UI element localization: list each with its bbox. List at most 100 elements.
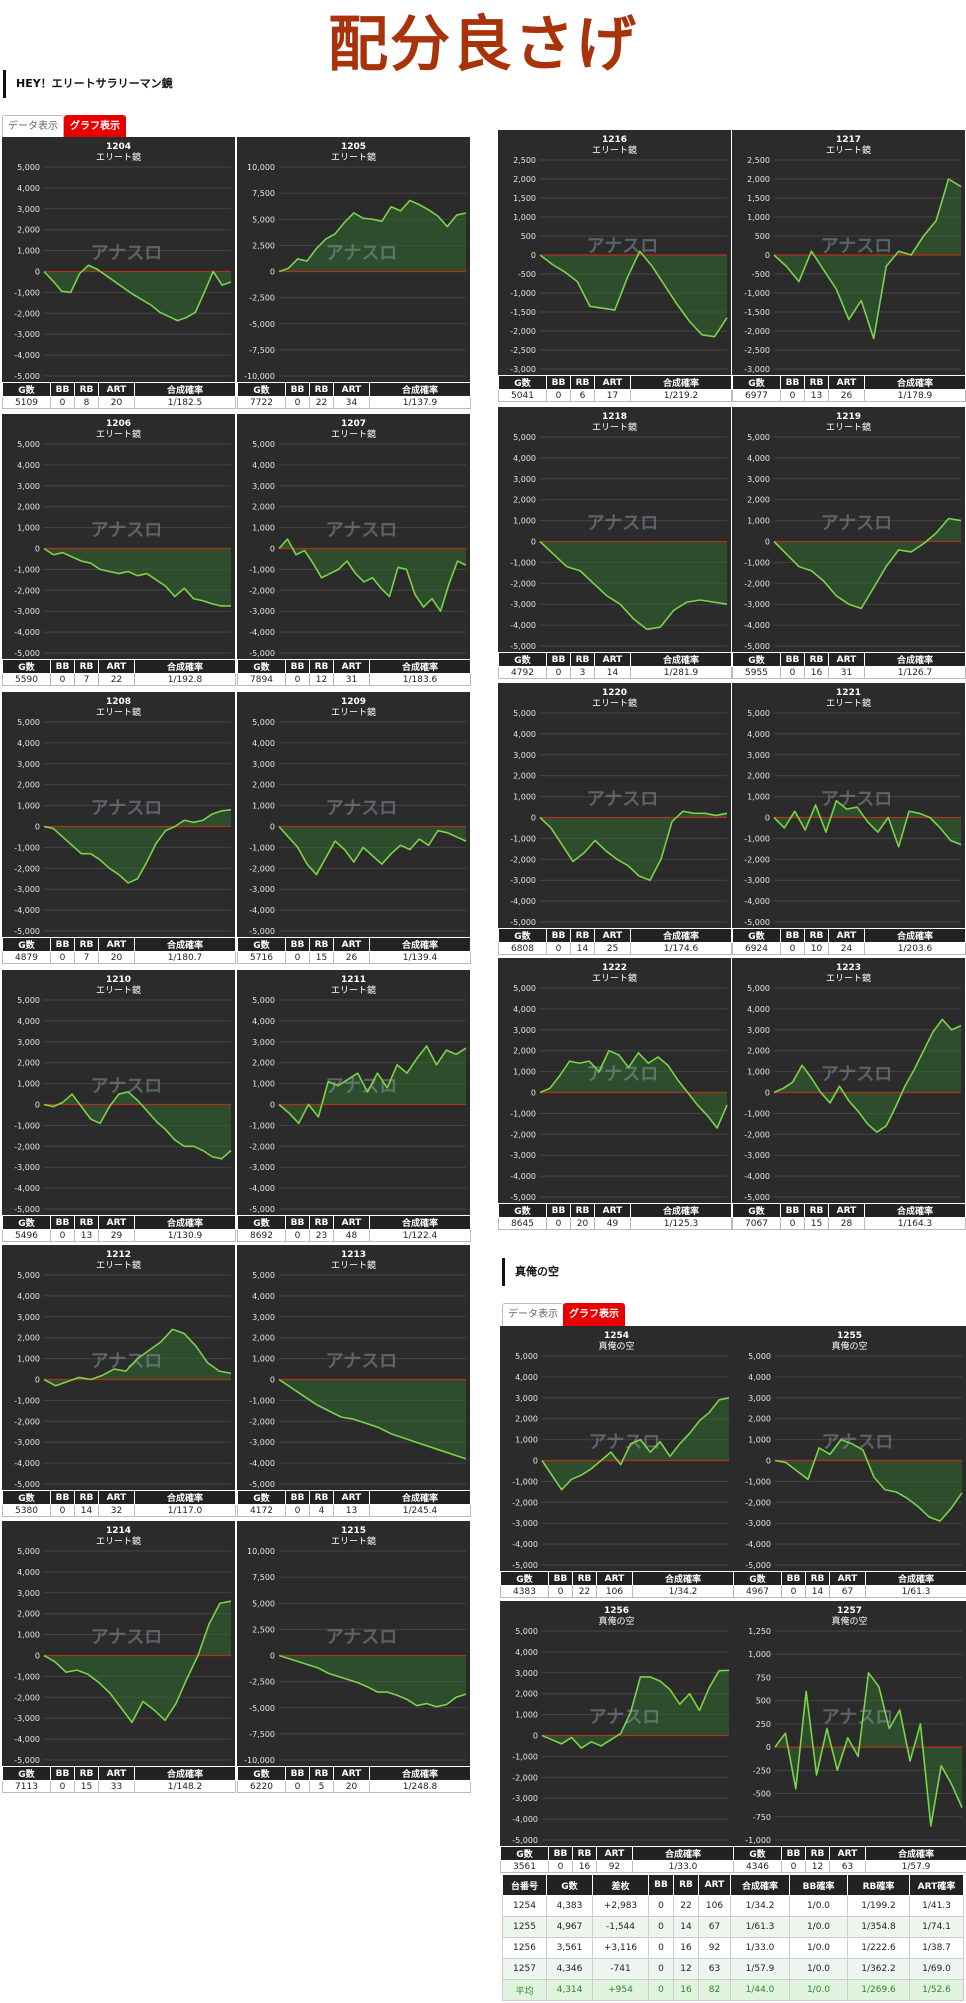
chart-title: 1208 — [106, 697, 131, 707]
y-tick-label: -3,000 — [14, 1714, 40, 1723]
tab-graph-view-elite[interactable]: グラフ表示 — [64, 115, 126, 139]
stats-value-row: 4879 0 7 20 1/180.7 — [2, 951, 236, 964]
y-tick-label: 1,000 — [17, 802, 40, 811]
chart-area: 1219 エリート鏡 5,000 4,000 3,000 2,000 1,000 0 -1,00… — [732, 407, 965, 652]
stats-header-cell: RB — [572, 1571, 597, 1586]
tab-graph-view-sora[interactable]: グラフ表示 — [563, 1303, 625, 1327]
y-tick-label: 3,000 — [515, 1669, 538, 1678]
stats-value-cell: 1/130.9 — [134, 1229, 236, 1242]
chart-area: 1254 真俺の空 5,000 4,000 3,000 2,000 1,000 0 -1,000… — [500, 1326, 733, 1571]
tab-data-view-elite[interactable]: データ表示 — [2, 115, 64, 139]
y-tick-label: -2,000 — [14, 309, 40, 318]
y-tick-label: -3,000 — [512, 1519, 538, 1528]
y-tick-label: 0 — [765, 1089, 770, 1098]
chart-subtitle: エリート鏡 — [331, 1259, 376, 1271]
stats-value-cell: 0 — [50, 1229, 75, 1242]
stats-value-cell: 6 — [570, 389, 595, 402]
stats-header-cell: ART — [594, 375, 631, 390]
y-tick-label: -1,000 — [249, 1396, 275, 1405]
stats-value-cell: 0 — [781, 1860, 806, 1873]
chart-subtitle: エリート鏡 — [331, 706, 376, 718]
y-tick-label: 4,000 — [17, 1568, 40, 1577]
chart-title: 1206 — [106, 419, 131, 429]
y-tick-label: -2,000 — [510, 579, 536, 588]
y-tick-label: -2,000 — [14, 864, 40, 873]
y-tick-label: 5,000 — [252, 718, 275, 727]
y-tick-label: 4,000 — [513, 1005, 536, 1014]
y-tick-label: 3,000 — [513, 475, 536, 484]
y-tick-label: -3,000 — [249, 1163, 275, 1172]
y-tick-label: 3,000 — [747, 1026, 770, 1035]
y-tick-label: -10,000 — [244, 372, 275, 381]
y-tick-label: 10,000 — [247, 163, 275, 172]
stats-header-cell: 合成確率 — [632, 1846, 734, 1861]
y-tick-label: -2,000 — [512, 1773, 538, 1782]
watermark-logo: アナスロ — [821, 789, 893, 810]
stats-value-cell: 31 — [828, 666, 865, 679]
stats-value-cell: 0 — [285, 673, 310, 686]
y-tick-label: 3,000 — [513, 1026, 536, 1035]
y-tick-label: -1,000 — [510, 558, 536, 567]
summary-cell: 4,346 — [546, 1958, 593, 1980]
y-tick-label: 2,000 — [747, 772, 770, 781]
y-tick-label: 0 — [35, 1652, 40, 1661]
y-tick-label: -1,000 — [512, 1752, 538, 1761]
y-tick-label: 3,000 — [252, 1038, 275, 1047]
y-tick-label: 2,500 — [252, 241, 275, 250]
stats-header-cell: ART — [594, 652, 631, 667]
series-area — [542, 1670, 729, 1749]
y-tick-label: 10,000 — [247, 1547, 275, 1556]
chart-subtitle: 真俺の空 — [831, 1340, 867, 1352]
stats-value-cell: 15 — [309, 951, 334, 964]
stats-header-row: G数 BB RB ART 合成確率 — [237, 937, 471, 952]
stats-header-cell: 合成確率 — [134, 382, 236, 397]
summary-cell: 12 — [673, 1958, 699, 1980]
stats-value-cell: 8 — [74, 396, 99, 409]
watermark-logo: アナスロ — [589, 1432, 661, 1453]
y-tick-label: -4,000 — [510, 1172, 536, 1181]
y-tick-label: 1,000 — [515, 1436, 538, 1445]
stats-value-cell: 0 — [780, 1217, 805, 1230]
y-tick-label: 1,000 — [513, 213, 536, 222]
y-tick-label: 0 — [270, 545, 275, 554]
y-tick-label: 4,000 — [747, 1005, 770, 1014]
y-tick-label: 3,000 — [17, 482, 40, 491]
stats-value-cell: 13 — [333, 1504, 370, 1517]
chart-panel-1205: 1205 エリート鏡 10,000 7,500 5,000 2,500 0 -2,500 -5,… — [237, 137, 471, 409]
y-tick-label: -1,000 — [744, 289, 770, 298]
stats-value-cell: 1/122.4 — [369, 1229, 471, 1242]
summary-cell: 1/0.0 — [789, 1916, 848, 1938]
stats-table: G数 BB RB ART 合成確率 4879 0 7 20 1/180.7 — [2, 937, 236, 964]
y-tick-label: -3,000 — [14, 330, 40, 339]
y-tick-label: -1,000 — [510, 1109, 536, 1118]
chart-area: 1217 エリート鏡 2,500 2,000 1,500 1,000 500 0 -500 -1,… — [732, 130, 965, 375]
chart-area: 1222 エリート鏡 5,000 4,000 3,000 2,000 1,000 0 -1,00… — [498, 958, 731, 1203]
stats-value-row: 5590 0 7 22 1/192.8 — [2, 673, 236, 686]
y-tick-label: 0 — [35, 268, 40, 277]
stats-value-cell: 0 — [546, 389, 571, 402]
stats-header-cell: G数 — [2, 1766, 51, 1781]
chart-area: 1256 真俺の空 5,000 4,000 3,000 2,000 1,000 0 -1,000… — [500, 1601, 733, 1846]
y-tick-label: -1,000 — [510, 834, 536, 843]
series-line — [43, 1600, 232, 1724]
y-tick-label: -2,500 — [249, 1678, 275, 1687]
y-tick-label: -1,000 — [14, 1121, 40, 1130]
watermark-logo: アナスロ — [821, 1064, 893, 1085]
summary-cell: 1/69.0 — [909, 1958, 964, 1980]
stats-header-cell: 合成確率 — [864, 1203, 966, 1218]
summary-cell: +3,116 — [592, 1937, 649, 1959]
y-tick-label: 0 — [531, 251, 536, 260]
stats-header-cell: ART — [594, 928, 631, 943]
y-tick-label: -1,000 — [14, 1672, 40, 1681]
y-tick-label: 0 — [35, 823, 40, 832]
summary-cell: 0 — [648, 1979, 674, 2001]
stats-header-row: G数 BB RB ART 合成確率 — [498, 652, 732, 667]
tab-data-view-sora[interactable]: データ表示 — [502, 1303, 564, 1327]
series-line — [43, 1328, 232, 1387]
y-tick-label: -1,000 — [745, 1836, 771, 1845]
stats-header-cell: ART — [829, 1846, 866, 1861]
y-tick-label: 1,000 — [747, 1068, 770, 1077]
stats-header-cell: BB — [781, 1846, 806, 1861]
